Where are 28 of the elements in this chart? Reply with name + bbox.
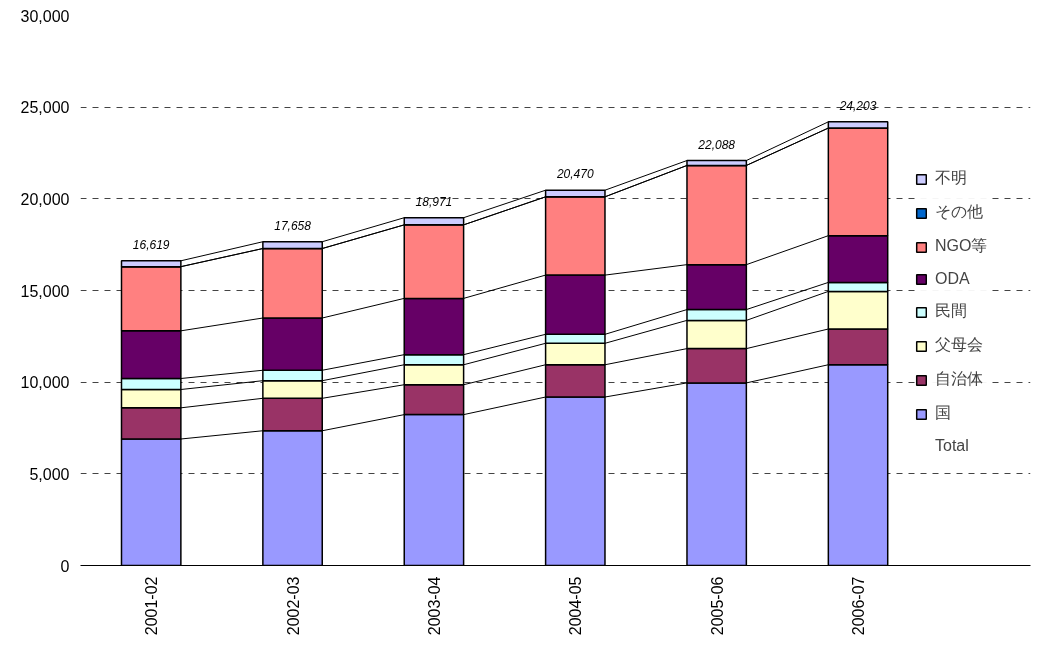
legend-label: 民間 (935, 301, 967, 321)
x-tick-label: 2005-06 (708, 576, 726, 636)
annotation: Total (935, 437, 969, 455)
total-label: 24,203 (838, 98, 877, 113)
y-tick-label: 0 (60, 557, 70, 575)
legend-label: NGO等 (935, 236, 988, 256)
x-tick-label: 2003-04 (425, 576, 443, 636)
y-tick-label: 20,000 (20, 190, 70, 208)
legend-label: 不明 (935, 168, 967, 188)
total-label: 18,971 (415, 194, 453, 209)
total-label: 17,658 (274, 218, 312, 233)
legend-label: 自治体 (935, 369, 983, 389)
x-tick-label: 2006-07 (850, 576, 868, 636)
legend-label: 国 (935, 403, 952, 423)
x-tick-label: 2002-03 (284, 576, 302, 636)
total-label: 22,088 (697, 137, 736, 152)
legend-label: ODA (935, 270, 970, 288)
x-tick-label: 2004-05 (567, 576, 585, 636)
legend-label: その他 (935, 202, 983, 222)
y-tick-label: 15,000 (20, 282, 70, 300)
x-tick-label: 2001-02 (143, 576, 161, 636)
y-tick-label: 5,000 (29, 465, 70, 483)
y-tick-label: 25,000 (20, 99, 70, 117)
y-tick-label: 10,000 (20, 374, 70, 392)
legend-label: 父母会 (935, 335, 983, 355)
total-label: 16,619 (132, 237, 170, 252)
y-tick-label: 30,000 (20, 7, 70, 25)
total-label: 20,470 (555, 167, 594, 182)
